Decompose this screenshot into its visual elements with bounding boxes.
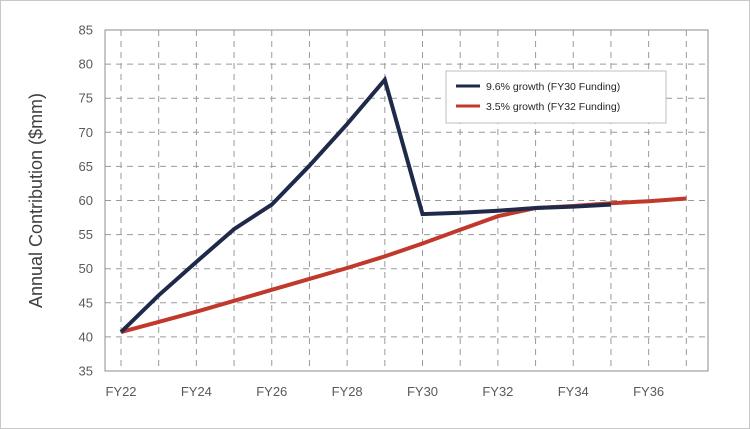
y-axis-ticks: 35 40 45 50 55 60 65 70 75 80 85 — [79, 23, 93, 379]
y-tick-label: 60 — [79, 193, 93, 208]
x-tick-label: FY32 — [482, 384, 513, 399]
x-tick-label: FY36 — [633, 384, 664, 399]
legend-label: 9.6% growth (FY30 Funding) — [486, 81, 620, 93]
y-tick-label: 45 — [79, 295, 93, 310]
y-tick-label: 50 — [79, 261, 93, 276]
x-tick-label: FY22 — [105, 384, 136, 399]
y-tick-label: 70 — [79, 125, 93, 140]
y-tick-label: 55 — [79, 227, 93, 242]
x-tick-label: FY30 — [407, 384, 438, 399]
legend: 9.6% growth (FY30 Funding) 3.5% growth (F… — [445, 70, 667, 124]
y-tick-label: 35 — [79, 364, 93, 379]
y-axis-label: Annual Contribution ($mm) — [26, 93, 46, 308]
grid-lines — [104, 29, 709, 372]
series-line — [120, 196, 687, 335]
y-tick-label: 40 — [79, 329, 93, 344]
series-lines — [119, 75, 687, 335]
x-axis-ticks: FY22 FY24 FY26 FY28 FY30 FY32 FY34 FY36 — [105, 384, 664, 399]
x-tick-label: FY24 — [181, 384, 212, 399]
y-tick-label: 65 — [79, 159, 93, 174]
legend-box — [445, 70, 667, 124]
legend-label: 3.5% growth (FY32 Funding) — [486, 101, 620, 113]
x-tick-label: FY26 — [256, 384, 287, 399]
x-tick-label: FY34 — [558, 384, 589, 399]
series-line — [119, 75, 612, 334]
x-tick-label: FY28 — [332, 384, 363, 399]
y-tick-label: 85 — [79, 23, 93, 38]
y-tick-label: 80 — [79, 57, 93, 72]
y-tick-label: 75 — [79, 91, 93, 106]
